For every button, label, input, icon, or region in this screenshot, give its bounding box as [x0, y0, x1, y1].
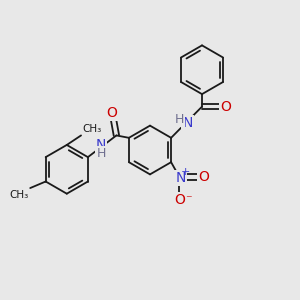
- Text: O: O: [174, 193, 185, 207]
- Text: O: O: [198, 170, 208, 184]
- Text: CH₃: CH₃: [9, 190, 28, 200]
- Text: O: O: [220, 100, 231, 114]
- Text: H: H: [96, 147, 106, 160]
- Text: H: H: [175, 113, 184, 126]
- Text: CH₃: CH₃: [83, 124, 102, 134]
- Text: N: N: [176, 171, 186, 184]
- Text: N: N: [182, 116, 193, 130]
- Text: O: O: [106, 106, 117, 120]
- Text: N: N: [96, 138, 106, 152]
- Text: ⁻: ⁻: [185, 193, 192, 206]
- Text: +: +: [181, 167, 191, 177]
